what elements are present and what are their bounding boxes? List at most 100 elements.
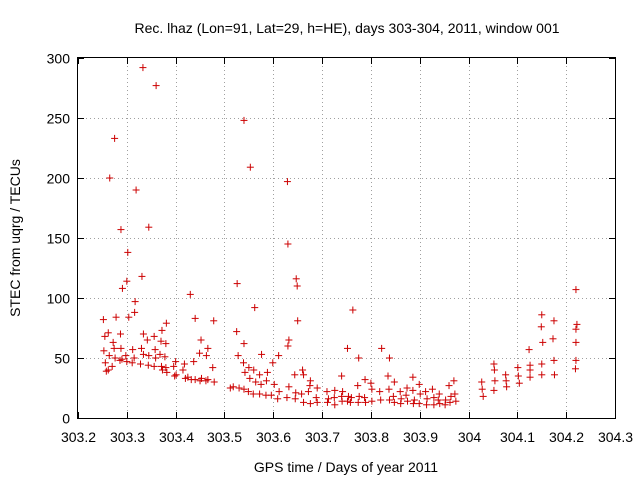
data-point [111,134,119,142]
data-point [389,392,397,400]
data-point [538,371,546,379]
y-tick-label: 250 [47,111,71,127]
x-tick-label: 304.1 [500,429,535,445]
data-point [452,397,460,405]
data-point [202,352,210,360]
data-point [249,390,257,398]
data-point [229,383,237,391]
data-point [409,373,417,381]
data-point [514,364,522,372]
data-point [145,352,153,360]
data-point [131,308,139,316]
data-point [343,344,351,352]
x-tick-label: 303.7 [305,429,340,445]
data-point [409,400,417,408]
data-point [117,344,125,352]
data-point [106,174,114,182]
data-point [110,344,118,352]
data-point [514,372,522,380]
data-point [116,356,124,364]
x-tick-label: 304.3 [598,429,633,445]
data-point [416,390,424,398]
data-point [347,394,355,402]
data-point [385,396,393,404]
data-point [441,401,449,409]
data-point [151,346,159,354]
data-point [275,352,283,360]
data-point [139,350,147,358]
data-point [572,356,580,364]
x-tick-label: 303.8 [354,429,389,445]
data-point [362,398,370,406]
data-point [313,398,321,406]
data-point [235,384,243,392]
data-point [122,352,130,360]
data-points [99,64,581,409]
x-tick-labels: 303.2 303.3 303.4 303.5 303.6 303.7 303.8 303.9… [61,429,633,445]
data-point [285,336,293,344]
data-point [274,395,282,403]
grid-lines [78,58,615,418]
data-point [447,392,455,400]
data-point [256,390,264,398]
data-point [130,354,138,362]
data-point [422,388,430,396]
data-point [436,400,444,408]
data-point [267,391,275,399]
data-point [99,316,107,324]
y-tick-label: 0 [62,411,70,427]
data-point [478,385,486,393]
data-point [298,390,306,398]
data-point [538,311,546,319]
data-point [138,272,146,280]
data-point [434,396,442,404]
data-point [162,340,170,348]
data-point [430,401,438,409]
data-point [313,384,321,392]
y-tick-label: 50 [54,351,70,367]
data-point [234,352,242,360]
data-point [233,328,241,336]
data-point [390,398,398,406]
data-point [244,388,252,396]
data-point [252,378,260,386]
data-point [323,388,331,396]
data-point [172,371,180,379]
data-point [367,379,375,387]
data-point [550,317,558,325]
data-point [538,360,546,368]
data-point [204,344,212,352]
data-point [117,226,125,234]
data-point [196,377,204,385]
data-point [172,358,180,366]
data-point [306,382,314,390]
data-point [491,377,499,385]
data-point [157,337,165,345]
chart-title: Rec. lhaz (Lon=91, Lat=29, h=HE), days 3… [134,20,559,36]
data-point [245,364,253,372]
data-point [128,359,136,367]
data-point [571,365,579,373]
data-point [145,223,153,231]
data-point [150,362,158,370]
data-point [361,376,369,384]
data-point [210,378,218,386]
data-point [550,371,558,379]
data-point [300,371,308,379]
data-point [312,394,320,402]
data-point [346,398,354,406]
data-point [190,358,198,366]
data-point [355,354,363,362]
data-point [196,349,204,357]
data-point [385,354,393,362]
data-point [490,366,498,374]
data-point [376,388,384,396]
data-point [323,398,331,406]
data-point [451,390,459,398]
data-point [572,325,580,333]
data-point [428,385,436,393]
data-point [162,364,170,372]
data-point [162,319,170,327]
data-point [104,329,112,337]
